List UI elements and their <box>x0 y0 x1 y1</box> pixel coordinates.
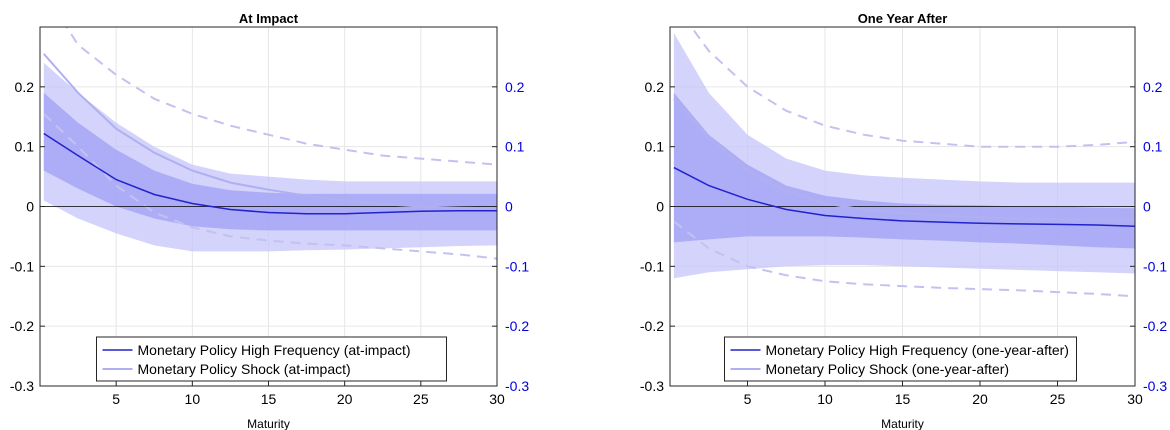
shock-lower-dashed <box>673 220 1135 298</box>
plot-area <box>40 27 497 260</box>
y-tick-label: -0.3 <box>640 378 664 394</box>
x-tick-label: 15 <box>895 391 911 407</box>
hf-line <box>43 132 497 215</box>
x-tick-label: 10 <box>185 391 201 407</box>
chart-title: At Impact <box>239 11 299 26</box>
y2-tick-label: 0.2 <box>505 79 525 95</box>
x-axis-label: Maturity <box>881 417 924 430</box>
y2-tick-label: -0.2 <box>505 318 529 334</box>
x-tick-label: 15 <box>261 391 277 407</box>
y2-tick-label: -0.3 <box>505 378 529 394</box>
chart-title: One Year After <box>858 11 948 26</box>
y2-tick-label: -0.3 <box>1143 378 1167 394</box>
hf-line <box>673 166 1135 227</box>
x-tick-label: 10 <box>817 391 833 407</box>
y2-tick-label: 0 <box>1143 199 1151 215</box>
x-tick-label: 25 <box>413 391 429 407</box>
y-tick-label: -0.2 <box>640 318 664 334</box>
x-tick-label: 20 <box>337 391 353 407</box>
y2-tick-label: 0.2 <box>1143 79 1163 95</box>
legend: Monetary Policy High Frequency (one-year… <box>724 336 1077 382</box>
plot-area <box>670 27 1135 298</box>
y-tick-label: -0.2 <box>10 318 34 334</box>
y-tick-label: -0.3 <box>10 378 34 394</box>
chart-panel-1: 5 10 15 20 25 30-0.3-0.2-0.100.10.2-0.3-0.2-0… <box>10 11 529 430</box>
chart-panel-2: 5 10 15 20 25 30-0.3-0.2-0.100.10.2-0.3-0.2-0… <box>640 11 1167 430</box>
shock-upper-dashed <box>690 27 1135 148</box>
legend-label-shock: Monetary Policy Shock (one-year-after) <box>766 361 1010 377</box>
legend-box <box>96 336 447 382</box>
x-tick-label: 5 <box>112 391 120 407</box>
y2-tick-label: 0.1 <box>505 139 525 155</box>
legend-label-shock: Monetary Policy Shock (at-impact) <box>138 361 351 377</box>
y-tick-label: -0.1 <box>10 258 34 274</box>
hf-inner-band <box>43 92 497 231</box>
y2-tick-label: -0.2 <box>1143 318 1167 334</box>
y-tick-label: 0 <box>656 199 664 215</box>
y-tick-label: -0.1 <box>640 258 664 274</box>
shock-line <box>43 53 497 210</box>
x-axis-label: Maturity <box>247 417 290 430</box>
legend: Monetary Policy High Frequency (at-impac… <box>96 336 447 382</box>
x-tick-label: 25 <box>1050 391 1066 407</box>
y-tick-label: 0 <box>26 199 34 215</box>
x-tick-label: 5 <box>744 391 752 407</box>
y-tick-label: 0.2 <box>645 79 665 95</box>
y2-tick-label: 0.1 <box>1143 139 1163 155</box>
shock-line <box>673 98 1135 221</box>
y2-tick-label: 0 <box>505 199 513 215</box>
legend-box <box>724 336 1077 382</box>
x-tick-label: 30 <box>489 391 505 407</box>
y-tick-label: 0.1 <box>645 139 665 155</box>
y-tick-label: 0.2 <box>15 79 35 95</box>
y2-tick-label: -0.1 <box>505 258 529 274</box>
x-tick-label: 30 <box>1127 391 1143 407</box>
shock-upper-dashed <box>65 27 497 166</box>
x-tick-label: 20 <box>972 391 988 407</box>
legend-label-hf: Monetary Policy High Frequency (at-impac… <box>138 342 411 358</box>
y2-tick-label: -0.1 <box>1143 258 1167 274</box>
y-tick-label: 0.1 <box>15 139 35 155</box>
legend-label-hf: Monetary Policy High Frequency (one-year… <box>766 342 1069 358</box>
